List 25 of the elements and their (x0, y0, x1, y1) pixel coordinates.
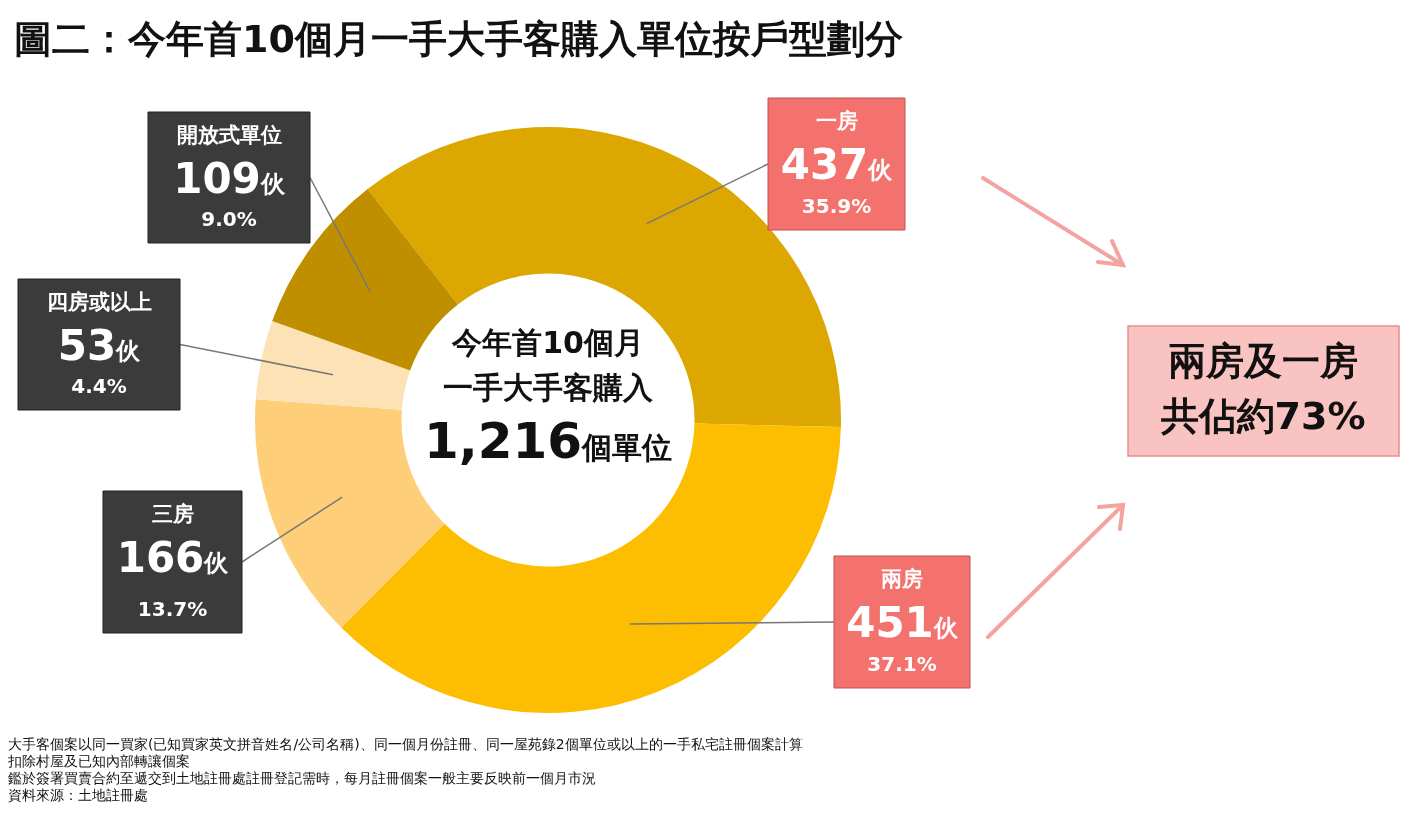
text: 扣除村屋及已知內部轉讓個案 (7, 752, 190, 769)
text: 大手客個案以同一買家(已知買家英文拼音姓名/公司名稱)、同一個月份註冊、同一屋苑錄2個單位或以上的一手私宅註冊個案計算 (8, 735, 803, 752)
data-label: 53伙 (57, 320, 142, 370)
text: 4.4% (71, 374, 127, 399)
data-label: 451伙 (846, 597, 959, 647)
source-note: 資料來源：土地註冊處 (8, 786, 148, 803)
data-label: 166伙 (116, 532, 230, 582)
chart-title: 圖二：今年首10個月一手大手客購入單位按戶型劃分 (14, 16, 903, 61)
text: 35.9% (801, 194, 872, 219)
slice-label: 開放式單位 (176, 123, 282, 148)
slice-label: 四房或以上 (46, 290, 152, 315)
text: 9.0% (201, 207, 257, 232)
text: 13.7% (137, 597, 208, 622)
text: 今年首10個月 (451, 324, 644, 360)
slice-label: 兩房 (881, 567, 923, 592)
text: 共佔約73% (1159, 393, 1366, 438)
data-label: 109伙 (173, 153, 286, 203)
data-label: 437伙 (780, 139, 894, 189)
slice-label: 三房 (151, 502, 194, 527)
text: 37.1% (867, 652, 937, 677)
text: 一手大手客購入 (443, 369, 654, 405)
text: 鑑於簽署買賣合約至遞交到土地註冊處註冊登記需時，每月註冊個案一般主要反映前一個月市況 (8, 769, 596, 786)
slice-label: 一房 (815, 109, 858, 134)
text: 1,216個單位 (423, 411, 673, 470)
text: 兩房及一房 (1168, 338, 1358, 383)
